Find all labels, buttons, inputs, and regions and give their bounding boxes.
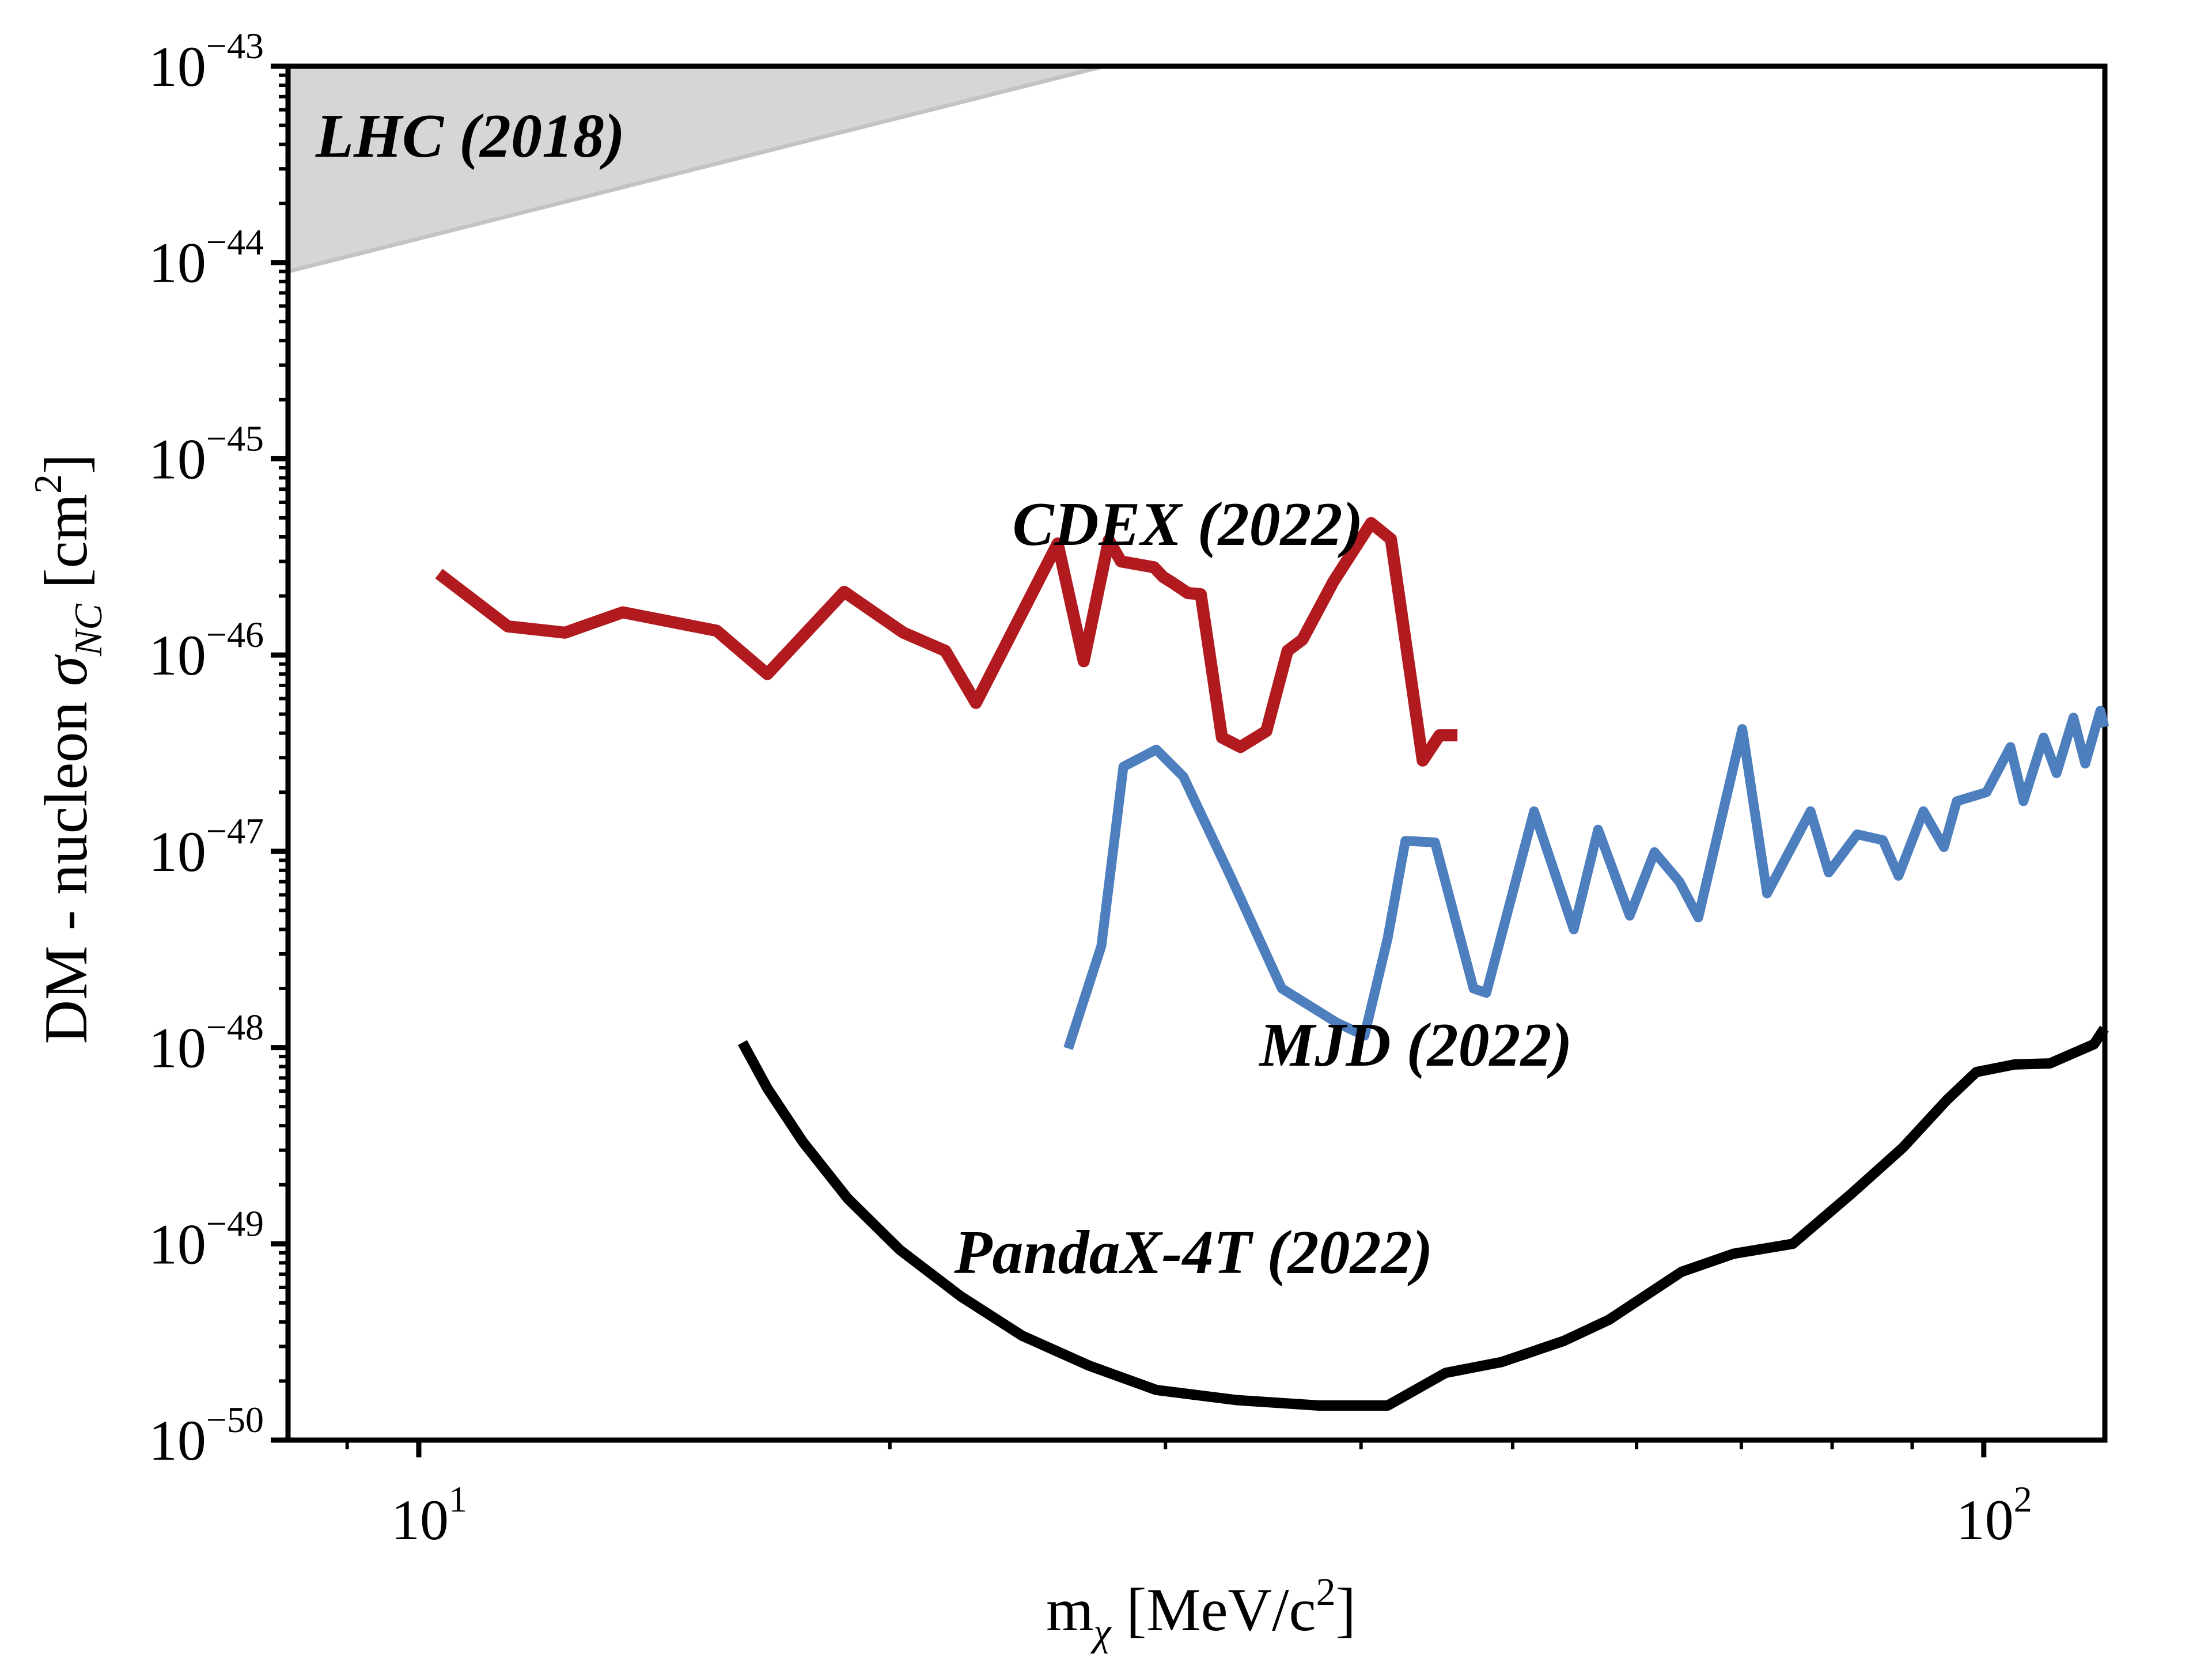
lhc-region-boundary (287, 64, 1105, 274)
x-tick-label: 101 (391, 1479, 467, 1552)
cdex-curve-label: CDEX (2022) (1012, 490, 1363, 559)
x-axis-title: mχ [MeV/c2] (1046, 1570, 1356, 1654)
y-tick-label: 10−50 (149, 1399, 264, 1472)
pandax-curve (737, 1025, 2109, 1411)
y-axis-title: DM - nucleon σNC [cm2] (26, 454, 110, 1044)
lhc-region-label: LHC (2018) (315, 102, 625, 171)
y-tick-label: 10−44 (149, 222, 264, 295)
y-tick-label: 10−43 (149, 25, 264, 99)
x-tick-label: 102 (1956, 1479, 2032, 1552)
y-tick-label: 10−45 (149, 418, 264, 491)
pandax-curve-label: PandaX-4T (2022) (954, 1218, 1433, 1287)
curves-layer (435, 517, 2109, 1411)
mjd-curve (1063, 706, 2109, 1050)
cdex-curve (435, 517, 1458, 767)
lhc-excluded-region-layer (287, 64, 1105, 274)
y-tick-label: 10−46 (149, 614, 264, 687)
mjd-curve-label: MJD (2022) (1259, 1011, 1573, 1080)
labels-layer: LHC (2018) CDEX (2022) MJD (2022) PandaX… (26, 102, 1572, 1654)
y-tick-label: 10−48 (149, 1007, 264, 1080)
plot-frame (285, 63, 2108, 1443)
axes-layer: 101 102 10−43 10−44 10−45 10−46 10−47 10−48 10−4… (149, 25, 2108, 1552)
y-tick-label: 10−47 (149, 810, 264, 884)
y-tick-label: 10−49 (149, 1203, 264, 1276)
